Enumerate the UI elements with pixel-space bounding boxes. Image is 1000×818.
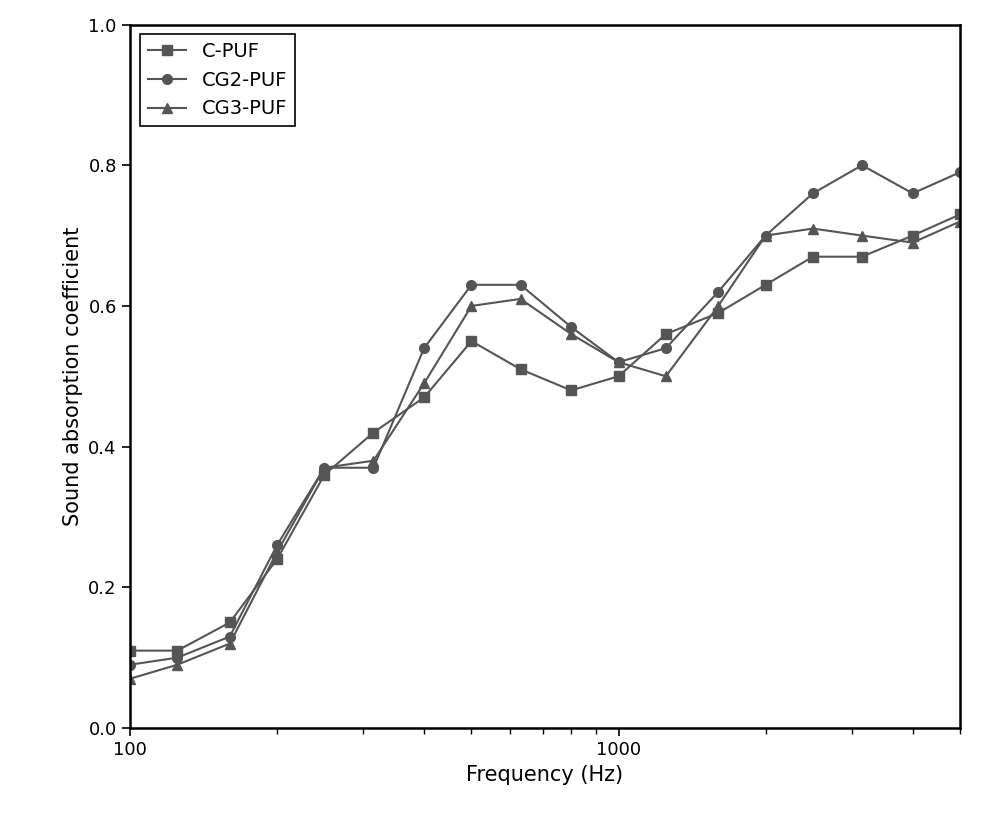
Legend: C-PUF, CG2-PUF, CG3-PUF: C-PUF, CG2-PUF, CG3-PUF [140, 34, 295, 126]
C-PUF [465, 336, 477, 346]
CG3-PUF [565, 329, 577, 339]
C-PUF [367, 428, 379, 438]
CG2-PUF [367, 463, 379, 473]
C-PUF [712, 308, 724, 318]
C-PUF [318, 470, 330, 479]
CG2-PUF [954, 168, 966, 178]
CG2-PUF [171, 653, 183, 663]
CG3-PUF [760, 231, 772, 240]
C-PUF [171, 645, 183, 655]
CG3-PUF [367, 456, 379, 465]
CG2-PUF [660, 344, 672, 353]
CG2-PUF [807, 188, 819, 198]
C-PUF [856, 252, 868, 262]
C-PUF [807, 252, 819, 262]
CG3-PUF [271, 547, 283, 557]
CG3-PUF [515, 294, 527, 303]
CG3-PUF [856, 231, 868, 240]
C-PUF [418, 393, 430, 402]
C-PUF [515, 364, 527, 374]
CG3-PUF [954, 217, 966, 227]
CG2-PUF [907, 188, 919, 198]
C-PUF [760, 280, 772, 290]
C-PUF [224, 618, 236, 627]
X-axis label: Frequency (Hz): Frequency (Hz) [466, 765, 624, 784]
CG2-PUF [318, 463, 330, 473]
C-PUF [613, 371, 625, 381]
Line: CG2-PUF: CG2-PUF [125, 160, 965, 670]
CG3-PUF [613, 357, 625, 367]
C-PUF [954, 209, 966, 219]
CG3-PUF [124, 674, 136, 684]
CG3-PUF [807, 223, 819, 233]
C-PUF [907, 231, 919, 240]
CG2-PUF [613, 357, 625, 367]
CG3-PUF [418, 379, 430, 389]
CG2-PUF [565, 322, 577, 332]
CG2-PUF [224, 631, 236, 641]
CG2-PUF [712, 287, 724, 297]
C-PUF [660, 329, 672, 339]
CG3-PUF [660, 371, 672, 381]
CG2-PUF [418, 344, 430, 353]
CG3-PUF [224, 639, 236, 649]
Line: C-PUF: C-PUF [125, 209, 965, 655]
CG3-PUF [907, 238, 919, 248]
CG2-PUF [760, 231, 772, 240]
CG3-PUF [318, 463, 330, 473]
C-PUF [565, 385, 577, 395]
CG2-PUF [856, 160, 868, 170]
Line: CG3-PUF: CG3-PUF [125, 217, 965, 684]
Y-axis label: Sound absorption coefficient: Sound absorption coefficient [63, 227, 83, 526]
C-PUF [124, 645, 136, 655]
CG2-PUF [515, 280, 527, 290]
CG2-PUF [271, 540, 283, 550]
C-PUF [271, 555, 283, 564]
CG2-PUF [124, 660, 136, 670]
CG2-PUF [465, 280, 477, 290]
CG3-PUF [712, 301, 724, 311]
CG3-PUF [171, 660, 183, 670]
CG3-PUF [465, 301, 477, 311]
